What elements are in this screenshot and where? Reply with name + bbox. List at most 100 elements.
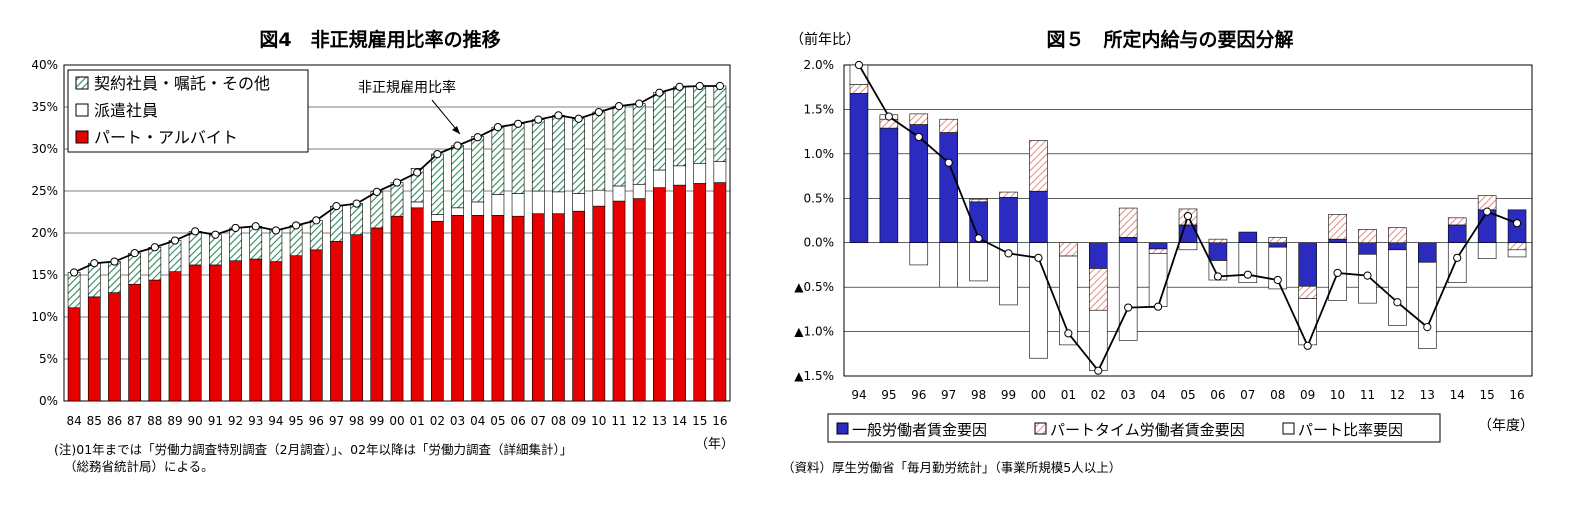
bar-segment-s0 [1148,242,1168,250]
x-tick-label: 16 [1509,388,1524,402]
figure5-chart-svg: （前年比） 図５ 所定内給与の要因分解 2.0% 1.5% 1.0% 0.5% 0.0%… [790,28,1534,443]
figure4-plot: 0% 5% 10% 15% 20% 25% 30% 35% 40% 84 85 86 87 88 89 90 9… [31,58,731,428]
legend-swatch-dispatch [75,103,89,117]
line-point [312,216,321,225]
bar-segment-s0 [999,197,1018,244]
line-point [130,249,139,258]
line-point [574,114,583,123]
bar-segment-s2 [1298,298,1317,346]
y-tick-label: 30% [31,142,58,156]
x-tick-label: 04 [470,414,485,428]
legend-label-dispatch: 派遣社員 [94,101,158,120]
bar-segment-s2 [87,262,101,298]
bar-segment-s2 [249,225,263,260]
y-tick-label: 0% [39,394,58,408]
line-point [372,187,381,196]
bar-segment-s0 [431,220,444,402]
x-tick-label: 98 [971,388,986,402]
line-point [614,102,624,111]
bar-segment-s1 [1268,237,1288,244]
bar-segment-s0 [572,210,585,402]
bar-segment-s0 [128,283,141,402]
bar-segment-s1 [1298,285,1317,299]
x-tick-label: 12 [632,414,647,428]
bar-segment-s0 [148,279,162,402]
x-tick-label: 00 [1031,388,1046,402]
bar-segment-s0 [1118,237,1138,244]
bar-segment-s2 [632,103,646,185]
bar-segment-s0 [713,182,727,402]
legend-label-part: パート・アルバイト [94,128,238,147]
line-point [110,257,119,266]
bar-segment-s1 [1059,242,1078,257]
line-point [332,202,341,211]
bar-segment-s0 [1029,190,1048,244]
bar-segment-s1 [1088,268,1108,311]
bar-segment-s1 [632,183,646,199]
line-point [191,227,200,236]
bar-segment-s2 [67,272,81,309]
x-tick-label: 93 [248,414,263,428]
legend-label-general: 一般労働者賃金要因 [852,421,987,439]
y-tick-label: 15% [31,268,58,282]
x-tick-label: 96 [911,388,926,402]
y-tick-label: 25% [31,184,58,198]
bar-segment-s1 [511,193,525,217]
x-tick-label: 84 [66,414,81,428]
bar-segment-s2 [592,111,606,191]
bar-segment-s1 [939,118,958,133]
bar-segment-s0 [612,200,626,402]
bar-segment-s1 [849,84,869,94]
line-point [594,107,603,117]
bar-segment-s2 [410,168,424,203]
bar-segment-s0 [1238,231,1258,244]
line-point [1183,211,1193,221]
x-tick-label: 03 [450,414,465,428]
bar-segment-s0 [451,215,464,402]
x-tick-label: 02 [1091,388,1106,402]
x-tick-label: 94 [268,414,283,428]
bar-segment-s1 [1507,242,1527,251]
bar-segment-s2 [1148,253,1168,307]
bar-segment-s1 [693,162,707,184]
line-point [854,60,864,70]
bar-segment-s0 [309,249,323,402]
bar-segment-s0 [1358,242,1377,255]
bar-segment-s2 [713,85,727,162]
y-tick-label: 0.0% [804,236,835,250]
figure4-title: 図4 非正規雇用比率の推移 [259,28,500,51]
bar-segment-s1 [491,194,505,216]
x-tick-label: 15 [692,414,707,428]
bar-segment-s1 [653,169,666,188]
bar-segment-s0 [673,184,686,402]
bar-segment-s0 [168,271,182,402]
line-point [534,115,543,124]
line-point [1004,249,1013,258]
figure4-legend: 契約社員・嘱託・その他 派遣社員 パート・アルバイト [67,69,309,153]
bar-segment-s2 [572,118,585,194]
bar-segment-s1 [451,207,464,216]
figure5-x-unit: （年度） [1478,418,1534,434]
bar-segment-s2 [653,92,666,171]
bar-segment-s2 [229,227,242,262]
line-point [150,243,159,252]
line-point [1303,341,1312,350]
bar-segment-s0 [511,215,525,402]
bar-segment-s2 [148,246,162,281]
line-point [1034,253,1043,262]
line-point [392,178,402,187]
y-tick-label: ▲0.5% [794,280,834,294]
legend-swatch-contract [75,76,89,90]
legend-label-ratio: パート比率要因 [1298,421,1403,439]
bar-segment-s2 [289,225,303,256]
bar-segment-s2 [1118,242,1138,341]
line-point [493,123,503,132]
bar-segment-s2 [909,242,929,266]
bar-segment-s1 [410,201,424,209]
line-point [1213,272,1223,281]
x-tick-label: 01 [1061,388,1076,402]
bar-segment-s1 [1358,229,1377,244]
bar-segment-s2 [209,234,222,266]
bar-segment-s0 [249,258,263,402]
bar-segment-s0 [471,215,485,402]
